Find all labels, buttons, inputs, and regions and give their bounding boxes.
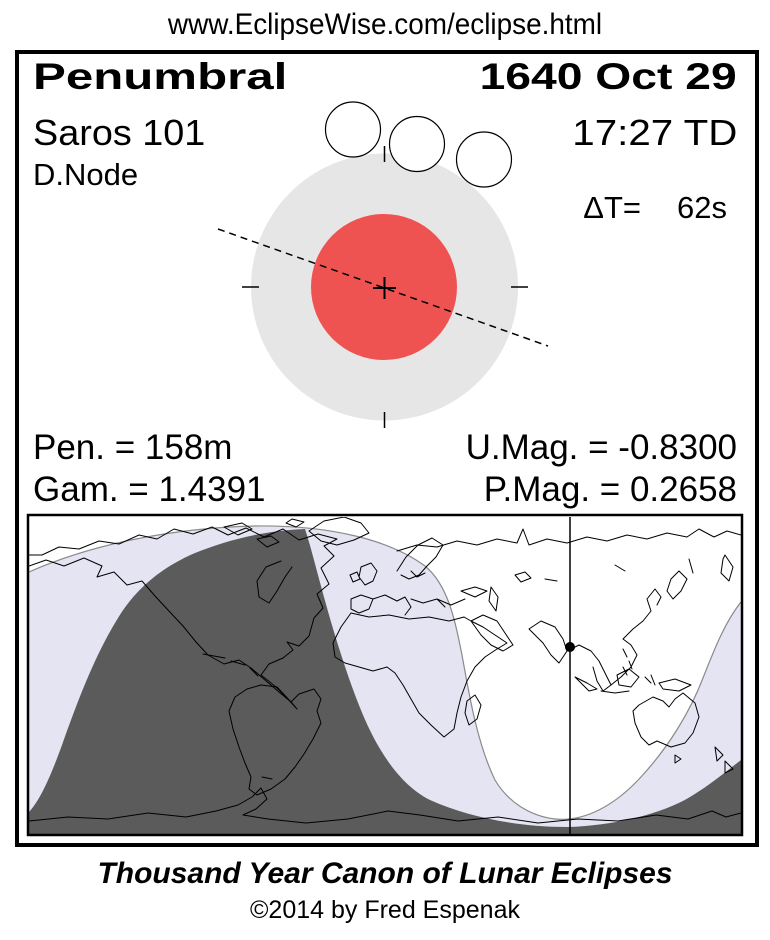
copyright: ©2014 by Fred Espenak [250, 896, 520, 924]
delta-t-label: ΔT= [583, 189, 642, 225]
saros-label: Saros 101 [33, 112, 206, 153]
node-label: D.Node [33, 157, 139, 192]
stat-umbral-magnitude: U.Mag. = -0.8300 [465, 428, 737, 467]
canon-title: Thousand Year Canon of Lunar Eclipses [97, 857, 673, 890]
delta-t-value: 62s [677, 189, 727, 225]
eclipse-type-title: Penumbral [33, 56, 288, 97]
stat-penumbral-magnitude: P.Mag. = 0.2658 [483, 470, 737, 509]
eclipse-time: 17:27 TD [571, 112, 737, 153]
stat-penumbral-duration: Pen. = 158m [33, 428, 233, 467]
card-border [15, 50, 759, 847]
stat-gamma: Gam. = 1.4391 [33, 470, 266, 509]
delta-t-row: ΔT= 62s [551, 159, 727, 257]
url-header: www.EclipseWise.com/eclipse.html [167, 8, 603, 41]
eclipse-date: 1640 Oct 29 [479, 56, 737, 97]
